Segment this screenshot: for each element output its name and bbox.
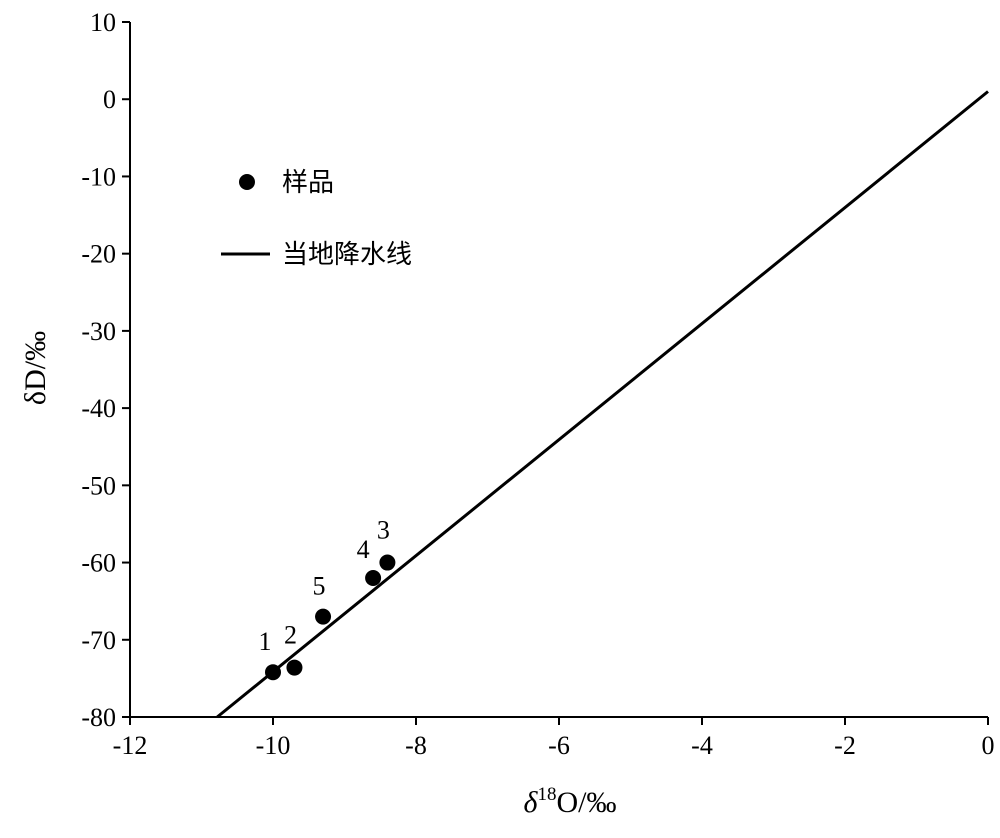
y-tick-label: -50 xyxy=(81,471,116,500)
y-tick-label: 10 xyxy=(90,8,116,37)
y-tick-label: -20 xyxy=(81,240,116,269)
y-tick-label: -70 xyxy=(81,626,116,655)
x-axis-title-suffix: O/‰ xyxy=(556,786,616,819)
legend-point-marker xyxy=(239,174,255,190)
y-ticks: 10 0 -10 -20 -30 -40 -50 -60 -70 -80 xyxy=(81,8,130,732)
meteoric-water-line xyxy=(216,90,989,719)
x-axis-title-superscript: 18 xyxy=(537,784,556,805)
legend-label-line: 当地降水线 xyxy=(282,240,412,270)
sample-point xyxy=(286,659,303,676)
y-tick-label: -60 xyxy=(81,549,116,578)
sample-point-label: 2 xyxy=(284,621,297,650)
x-tick-label: -4 xyxy=(691,731,713,760)
x-tick-label: 0 xyxy=(982,731,995,760)
x-axis-title: δ18O/‰ xyxy=(524,784,617,819)
sample-point-label: 4 xyxy=(357,535,370,564)
sample-point xyxy=(379,554,396,571)
x-tick-label: -12 xyxy=(113,731,148,760)
x-axis-title-prefix: δ xyxy=(524,786,539,819)
y-axis-title: δD/‰ xyxy=(19,331,52,405)
x-tick-label: -6 xyxy=(548,731,570,760)
sample-point xyxy=(265,664,281,681)
x-tick-label: -2 xyxy=(834,731,856,760)
x-tick-label: -8 xyxy=(405,731,427,760)
y-tick-label: -80 xyxy=(81,703,116,732)
x-ticks: -12 -10 -8 -6 -4 -2 0 xyxy=(113,717,995,760)
x-tick-label: -10 xyxy=(256,731,291,760)
legend-label-samples: 样品 xyxy=(282,168,334,198)
sample-point-label: 5 xyxy=(313,572,326,601)
axes: -12 -10 -8 -6 -4 -2 0 100-10-20-30-40-50-60-70… xyxy=(81,8,994,760)
sample-point xyxy=(365,570,382,586)
y-tick-label: -30 xyxy=(81,317,116,346)
sample-point-label: 1 xyxy=(259,627,272,656)
sample-point-label: 3 xyxy=(377,516,390,545)
y-tick-label: -10 xyxy=(81,162,116,191)
y-tick-label: 0 xyxy=(103,85,116,114)
y-tick-label: -40 xyxy=(81,394,116,423)
sample-point xyxy=(315,608,332,625)
marks: 1 2 34 5 xyxy=(216,90,989,719)
